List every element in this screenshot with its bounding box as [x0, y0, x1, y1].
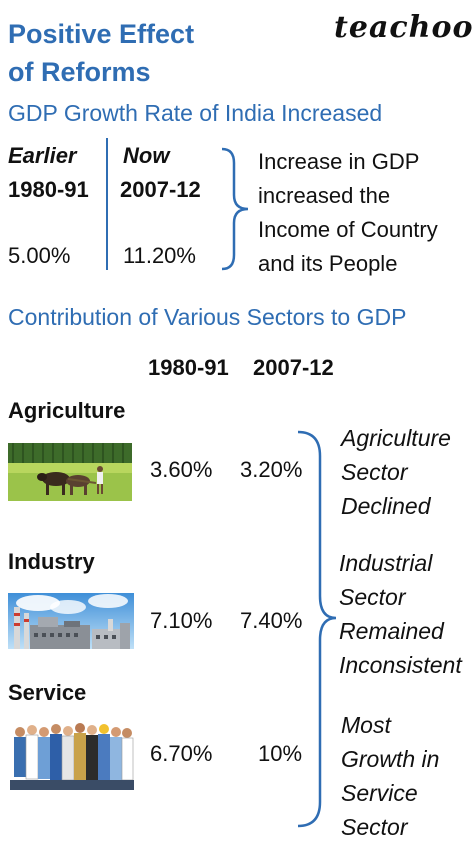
brand-logo: teachoo: [334, 10, 474, 45]
gdp-note-line-1: Increase in GDP: [258, 149, 420, 174]
earlier-period: 1980-91: [8, 177, 89, 202]
agriculture-note-line-1: Agriculture: [341, 425, 451, 451]
agriculture-note-line-2: Sector: [341, 459, 408, 485]
gdp-growth-heading: GDP Growth Rate of India Increased: [8, 100, 383, 126]
factory-icon: [8, 593, 134, 649]
page-title-line-2: of Reforms: [8, 57, 151, 87]
farmer-with-oxen-icon: [8, 443, 132, 501]
sector-industry-name: Industry: [8, 549, 95, 574]
sector-industry-2007: 7.40%: [240, 608, 303, 633]
sector-service-2007: 10%: [258, 741, 303, 766]
agriculture-note-line-3: Declined: [341, 493, 431, 519]
now-period: 2007-12: [120, 177, 201, 202]
column-divider: [106, 138, 108, 270]
service-note-line-2: Growth in: [341, 746, 440, 772]
sector-agriculture-name: Agriculture: [8, 398, 126, 423]
sector-service-name: Service: [8, 680, 87, 705]
service-note-line-3: Service: [341, 780, 418, 806]
now-label: Now: [123, 143, 170, 168]
page-title-line-1: Positive Effect: [8, 19, 195, 49]
industry-note-line-3: Remained: [339, 618, 444, 644]
gdp-note-line-2: increased the: [258, 183, 391, 208]
contribution-heading: Contribution of Various Sectors to GDP: [8, 304, 407, 330]
sector-industry-1980: 7.10%: [150, 608, 213, 633]
industry-note-line-1: Industrial: [339, 550, 433, 576]
workers-group-icon: [10, 720, 134, 790]
sector-service-1980: 6.70%: [150, 741, 213, 766]
sector-agriculture-1980: 3.60%: [150, 457, 213, 482]
gdp-note-line-4: and its People: [258, 251, 398, 276]
sectors-brace: [297, 430, 337, 828]
sector-agriculture-2007: 3.20%: [240, 457, 303, 482]
gdp-note-line-3: Income of Country: [258, 217, 438, 242]
service-note-line-4: Sector: [341, 814, 408, 840]
contribution-col-1980: 1980-91: [148, 355, 229, 380]
earlier-gdp-value: 5.00%: [8, 243, 71, 268]
industry-note-line-4: Inconsistent: [339, 652, 462, 678]
now-gdp-value: 11.20%: [123, 243, 196, 268]
earlier-label: Earlier: [8, 143, 77, 168]
gdp-brace: [221, 147, 249, 271]
industry-note-line-2: Sector: [339, 584, 406, 610]
service-note-line-1: Most: [341, 712, 391, 738]
contribution-col-2007: 2007-12: [253, 355, 334, 380]
